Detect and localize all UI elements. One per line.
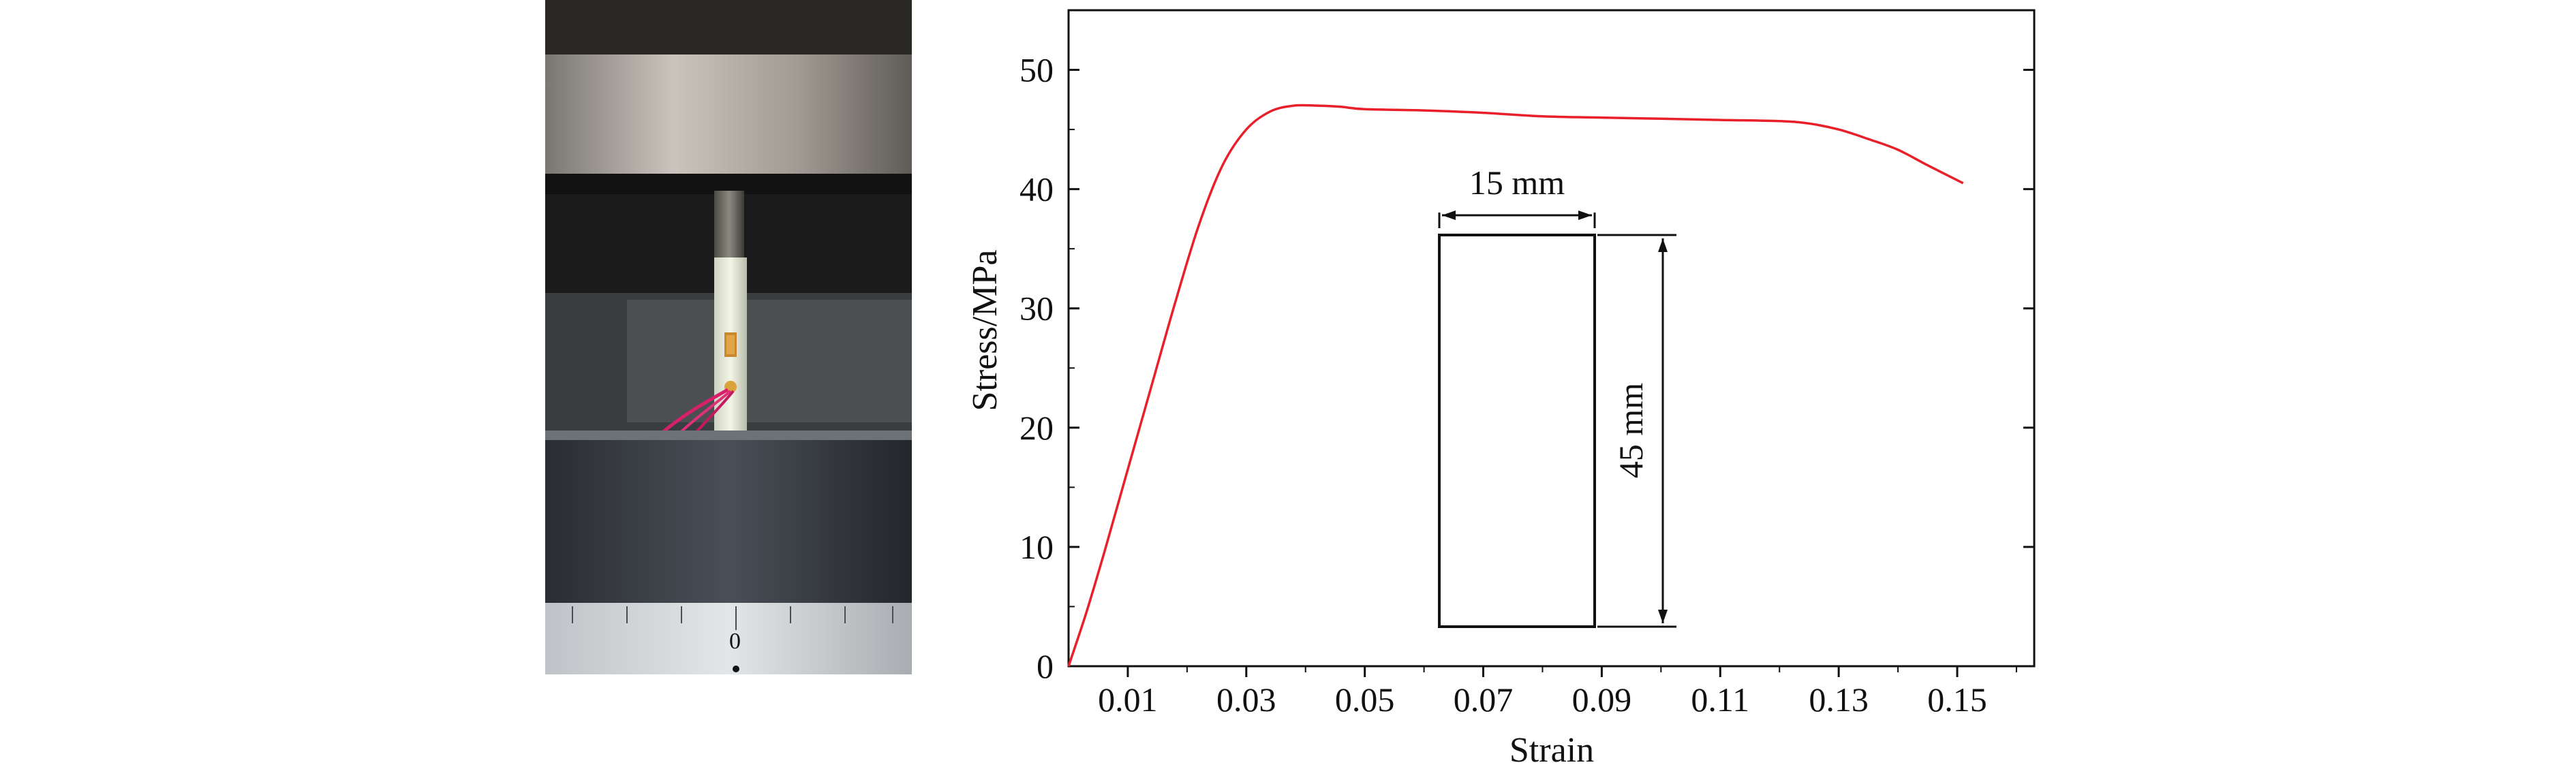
x-axis-ticks: 0.01 0.03 0.05 0.07 0.09 0.11 0.13 0.15: [1098, 666, 2017, 719]
y-tick-label: 20: [1019, 409, 1054, 447]
y-tick-label: 0: [1037, 647, 1054, 685]
dial-label: 0: [729, 629, 741, 654]
width-arrow-right-icon: [1578, 210, 1592, 220]
specimen-inset-diagram: 15 mm 45 mm: [1438, 163, 1676, 628]
x-axis-label: Strain: [1509, 731, 1594, 770]
x-tick-label: 0.03: [1216, 681, 1276, 719]
x-tick-label: 0.09: [1572, 681, 1632, 719]
width-arrow-left-icon: [1442, 210, 1456, 220]
y-tick-label: 30: [1019, 290, 1054, 328]
inset-height-label: 45 mm: [1612, 383, 1650, 478]
y-axis-label: Stress/MPa: [966, 250, 1005, 411]
compression-test-photo: 0: [545, 0, 912, 674]
specimen-outline: [1438, 234, 1596, 628]
stress-strain-chart: 0 10 20 30 40 50 0.01 0.03 0.05 0.07 0.09 0.11 0.13…: [913, 0, 2072, 779]
plot-frame: [1067, 9, 2036, 668]
y-tick-label: 10: [1019, 528, 1054, 566]
x-tick-label: 0.13: [1809, 681, 1869, 719]
plot-border: [1067, 9, 2036, 668]
chart-svg: 0 10 20 30 40 50 0.01 0.03 0.05 0.07 0.09 0.11 0.13…: [966, 9, 2036, 770]
y-tick-label: 40: [1019, 170, 1054, 208]
inset-width-label: 15 mm: [1469, 163, 1565, 202]
x-tick-label: 0.05: [1335, 681, 1395, 719]
y-tick-label: 50: [1019, 51, 1054, 89]
x-tick-label: 0.07: [1454, 681, 1514, 719]
stress-strain-curve: [1067, 104, 1964, 667]
height-arrow-bottom-icon: [1658, 610, 1668, 623]
x-tick-label: 0.01: [1098, 681, 1158, 719]
height-arrow-top-icon: [1658, 238, 1668, 252]
series-layer: [1067, 104, 1964, 667]
x-tick-label: 0.15: [1927, 681, 1987, 719]
photo-illustration: 0: [545, 0, 912, 674]
x-tick-label: 0.11: [1691, 681, 1749, 719]
y-axis-ticks: 0 10 20 30 40 50: [1019, 51, 2034, 685]
